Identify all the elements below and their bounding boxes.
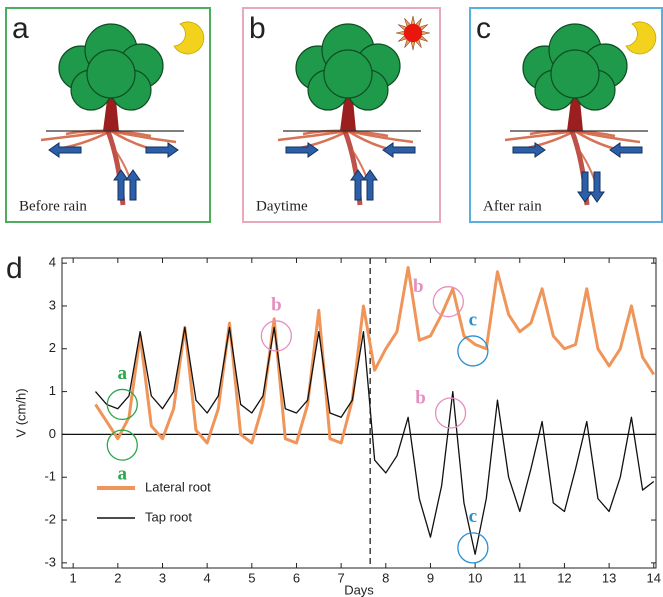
flow-arrow [350, 169, 366, 201]
x-tick-label: 2 [114, 570, 121, 585]
flow-arrow [125, 169, 141, 201]
y-tick-label: -2 [44, 511, 56, 526]
x-tick-label: 7 [338, 570, 345, 585]
annotation-label: a [118, 363, 128, 384]
y-tick-label: 3 [49, 297, 56, 312]
panel-letter: b [249, 12, 266, 45]
annotation-circle [106, 388, 138, 421]
x-tick-label: 5 [248, 570, 255, 585]
sun-ray [410, 41, 416, 51]
x-tick-label: 14 [647, 570, 661, 585]
flow-arrow [512, 142, 546, 158]
panel-caption: Before rain [19, 198, 87, 214]
annotation-label: a [118, 463, 128, 484]
canopy [555, 54, 595, 94]
legend-label: Lateral root [145, 479, 211, 494]
y-tick-label: 4 [49, 255, 56, 270]
flow-arrow [48, 142, 82, 158]
y-axis-label: V (cm/h) [13, 388, 28, 437]
canopy [91, 54, 131, 94]
y-tick-label: 1 [49, 383, 56, 398]
annotation-circle [106, 429, 138, 461]
x-axis-label: Days [344, 582, 374, 597]
series-line [94, 265, 656, 445]
flow-arrow [589, 171, 605, 203]
series-line [95, 326, 655, 555]
x-tick-label: 9 [427, 570, 434, 585]
x-tick-label: 12 [557, 570, 571, 585]
annotation-circle [260, 320, 293, 352]
x-tick-label: 6 [293, 570, 300, 585]
annotation-circle [434, 397, 467, 429]
annotation-label: b [413, 276, 424, 297]
annotation-circle [457, 532, 489, 564]
panel-caption: Daytime [256, 198, 308, 214]
x-tick-label: 11 [513, 570, 527, 585]
panel-frame [469, 7, 663, 223]
annotation-circle [457, 335, 489, 367]
panel-frame [5, 7, 211, 223]
x-tick-label: 13 [602, 570, 616, 585]
sun-ray [395, 30, 405, 36]
x-tick-label: 4 [204, 570, 211, 585]
moon [173, 21, 205, 55]
annotation-label: b [415, 387, 426, 408]
panel-frame [242, 7, 441, 223]
panel-letter: c [476, 12, 491, 45]
y-tick-label: -3 [44, 554, 56, 569]
flow-arrow [285, 142, 319, 158]
x-tick-label: 8 [382, 570, 389, 585]
x-tick-label: 3 [159, 570, 166, 585]
y-tick-label: 2 [49, 340, 56, 355]
canopy [328, 54, 368, 94]
flow-arrow [577, 171, 593, 203]
flow-arrow [609, 142, 643, 158]
x-tick-label: 1 [70, 570, 77, 585]
panel-letter: d [6, 252, 23, 285]
annotation-circle [432, 286, 464, 318]
panel-letter: a [12, 12, 29, 45]
flow-arrow [362, 169, 378, 201]
panel-caption: After rain [483, 198, 542, 214]
annotation-label: b [271, 294, 282, 315]
plot-frame [61, 257, 657, 569]
x-tick-label: 10 [468, 570, 482, 585]
y-tick-label: 0 [49, 426, 56, 441]
legend-label: Tap root [145, 509, 192, 524]
moon [625, 21, 657, 55]
flow-arrow [145, 142, 179, 158]
y-tick-label: -1 [44, 469, 56, 484]
flow-arrow [382, 142, 416, 158]
flow-arrow [113, 169, 129, 201]
sun-ray [410, 15, 416, 25]
annotation-label: c [469, 309, 477, 330]
sun [404, 24, 422, 42]
sun-ray [421, 30, 431, 36]
annotation-label: c [469, 506, 477, 527]
